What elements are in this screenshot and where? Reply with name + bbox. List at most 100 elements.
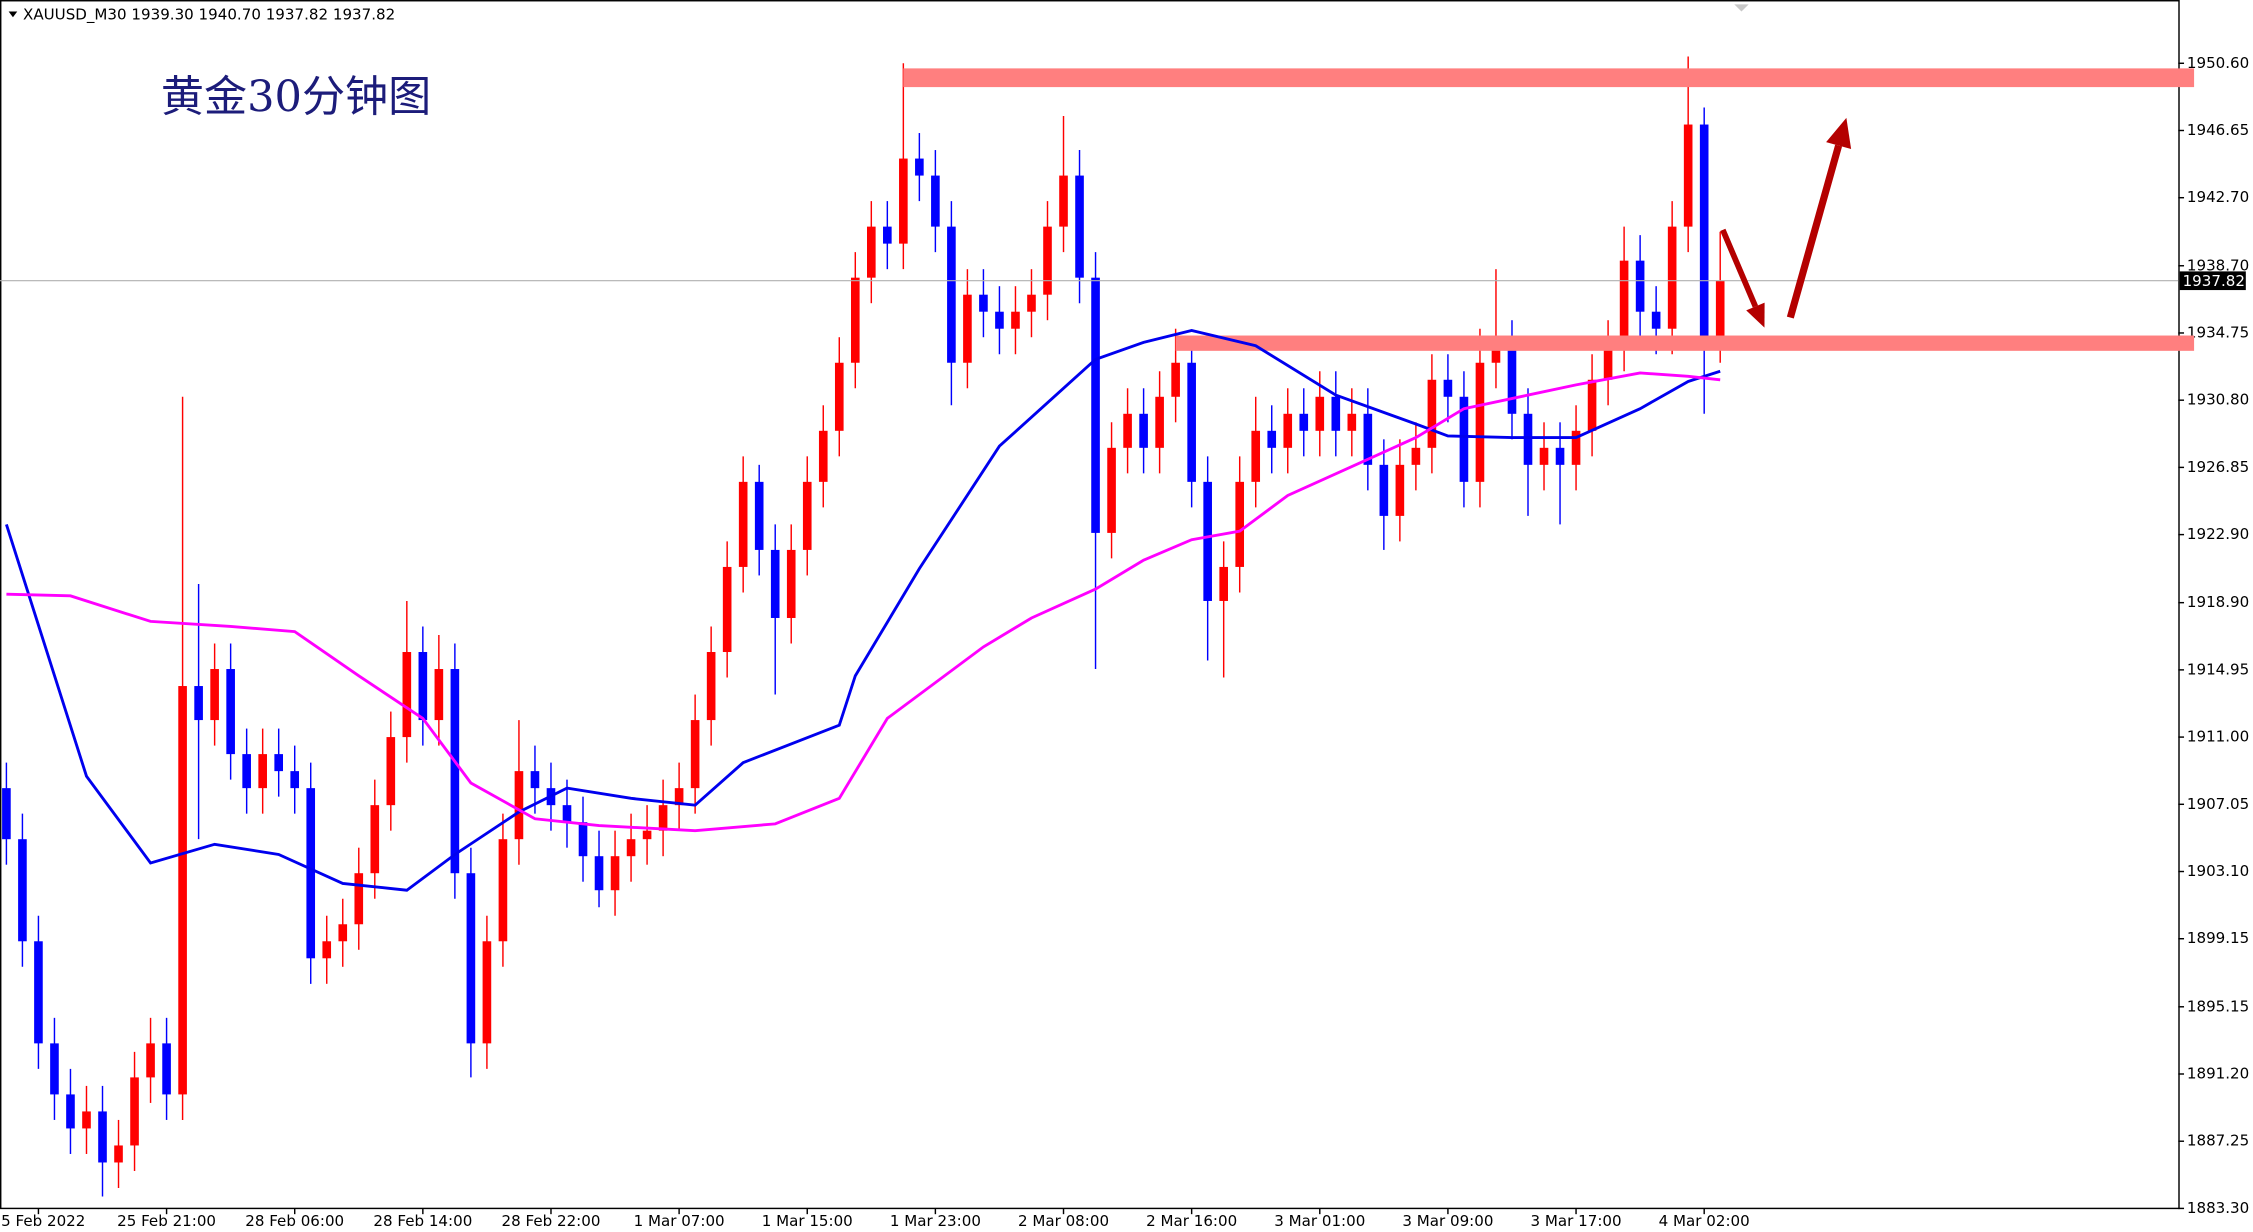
y-tick-label: 1907.05 bbox=[2187, 795, 2249, 813]
candle-body bbox=[1219, 566, 1228, 601]
candle-body bbox=[1203, 481, 1212, 601]
annotation: 黄金30分钟图 bbox=[161, 73, 431, 123]
x-tick-label: 28 Feb 14:00 bbox=[373, 1212, 472, 1230]
plot-area bbox=[2, 56, 1725, 1197]
candle-body bbox=[162, 1043, 171, 1095]
candle-body bbox=[1539, 447, 1549, 465]
candle-body bbox=[18, 839, 27, 942]
candle-body bbox=[1683, 124, 1693, 227]
arrow-up-shaft bbox=[1786, 144, 1843, 319]
candle-body bbox=[178, 686, 187, 1095]
candle-body bbox=[194, 686, 203, 721]
moving-average bbox=[5, 328, 1721, 892]
candle-body bbox=[594, 856, 604, 891]
x-tick-label: 28 Feb 06:00 bbox=[245, 1212, 344, 1230]
arrow-down-head bbox=[1746, 302, 1765, 328]
moving-average bbox=[6, 371, 1721, 833]
candle-body bbox=[1139, 413, 1148, 448]
candle-body bbox=[114, 1145, 123, 1163]
candle-body bbox=[818, 430, 828, 482]
y-tick-label: 1930.80 bbox=[2187, 391, 2249, 409]
x-tick-label: 25 Feb 21:00 bbox=[117, 1212, 216, 1230]
candle-body bbox=[1299, 413, 1309, 431]
candle-body bbox=[2, 788, 11, 840]
y-tick-label: 1883.30 bbox=[2187, 1199, 2249, 1217]
last-price-box bbox=[2179, 271, 2246, 291]
candle-body bbox=[947, 226, 956, 363]
menu-triangle[interactable] bbox=[8, 11, 18, 18]
candle-body bbox=[1283, 413, 1293, 448]
candle-body bbox=[1315, 396, 1325, 431]
candle-body bbox=[50, 1043, 59, 1095]
candle-body bbox=[386, 737, 396, 806]
candle-body bbox=[1155, 396, 1164, 448]
candle-body bbox=[338, 924, 348, 942]
candle-body bbox=[450, 669, 460, 874]
x-tick-label: 2 Mar 16:00 bbox=[1146, 1212, 1237, 1230]
x-tick-label: 28 Feb 22:00 bbox=[502, 1212, 601, 1230]
y-tick-label: 1918.90 bbox=[2187, 593, 2249, 611]
y-tick-label: 1938.70 bbox=[2187, 256, 2249, 274]
candle-body bbox=[1619, 260, 1629, 346]
candle-body bbox=[770, 549, 780, 618]
candle-body bbox=[1523, 413, 1533, 465]
x-tick-label: 4 Mar 02:00 bbox=[1659, 1212, 1750, 1230]
candle-body bbox=[34, 941, 43, 1044]
candle-body bbox=[466, 873, 476, 1044]
candle-body bbox=[1411, 447, 1421, 465]
y-tick-label: 1914.95 bbox=[2187, 660, 2249, 678]
y-tick-label: 1887.25 bbox=[2187, 1132, 2249, 1150]
y-tick-label: 1895.15 bbox=[2187, 997, 2249, 1015]
candle-body bbox=[1555, 447, 1565, 465]
candle-body bbox=[1635, 260, 1645, 312]
candle-body bbox=[1475, 362, 1485, 482]
arrows bbox=[1720, 117, 1852, 328]
candle-body bbox=[530, 771, 540, 789]
candle-body bbox=[258, 754, 267, 789]
candle-body bbox=[1059, 175, 1068, 227]
candle-body bbox=[931, 175, 940, 227]
candle-body bbox=[1667, 226, 1677, 329]
candle-body bbox=[402, 652, 412, 738]
level-zone bbox=[903, 68, 2195, 88]
candle-body bbox=[738, 481, 748, 567]
candle-body bbox=[1043, 226, 1052, 295]
x-tick-label: 1 Mar 23:00 bbox=[890, 1212, 981, 1230]
chart-title: XAUUSD_M30 1939.30 1940.70 1937.82 1937.… bbox=[23, 6, 395, 25]
candle-body bbox=[674, 788, 684, 806]
candle-body bbox=[1571, 430, 1581, 465]
candle-body bbox=[1507, 345, 1517, 414]
candle-body bbox=[130, 1077, 139, 1146]
y-tick-label: 1899.15 bbox=[2187, 929, 2249, 947]
last-price-label: 1937.82 bbox=[2183, 272, 2245, 290]
candle-body bbox=[899, 158, 908, 244]
candle-body bbox=[1395, 464, 1405, 516]
arrow-down-shaft bbox=[1720, 228, 1759, 308]
candle-body bbox=[1491, 345, 1501, 363]
candle-body bbox=[1699, 124, 1709, 346]
x-tick-label: 3 Mar 09:00 bbox=[1402, 1212, 1493, 1230]
candle-body bbox=[1427, 379, 1437, 448]
x-tick-label: 3 Mar 01:00 bbox=[1274, 1212, 1365, 1230]
candle-body bbox=[1011, 311, 1020, 329]
candle-body bbox=[883, 226, 892, 244]
candle-body bbox=[850, 277, 860, 363]
y-tick-label: 1911.00 bbox=[2187, 728, 2249, 746]
y-tick-label: 1950.60 bbox=[2187, 54, 2249, 72]
candle-body bbox=[578, 822, 588, 857]
candle-body bbox=[1603, 345, 1613, 380]
candle-body bbox=[1091, 277, 1100, 533]
candle-body bbox=[418, 652, 428, 721]
candle-body bbox=[1123, 413, 1132, 448]
candle-body bbox=[1363, 413, 1373, 465]
candle-body bbox=[482, 941, 492, 1044]
candle-body bbox=[498, 839, 508, 942]
candle-body bbox=[722, 566, 732, 653]
y-tick-label: 1942.70 bbox=[2187, 188, 2249, 206]
plot-frame bbox=[0, 0, 2180, 1210]
y-tick-label: 1891.20 bbox=[2187, 1064, 2249, 1082]
candle-body bbox=[802, 481, 812, 550]
candle-body bbox=[1587, 379, 1597, 431]
candle-body bbox=[242, 754, 251, 789]
